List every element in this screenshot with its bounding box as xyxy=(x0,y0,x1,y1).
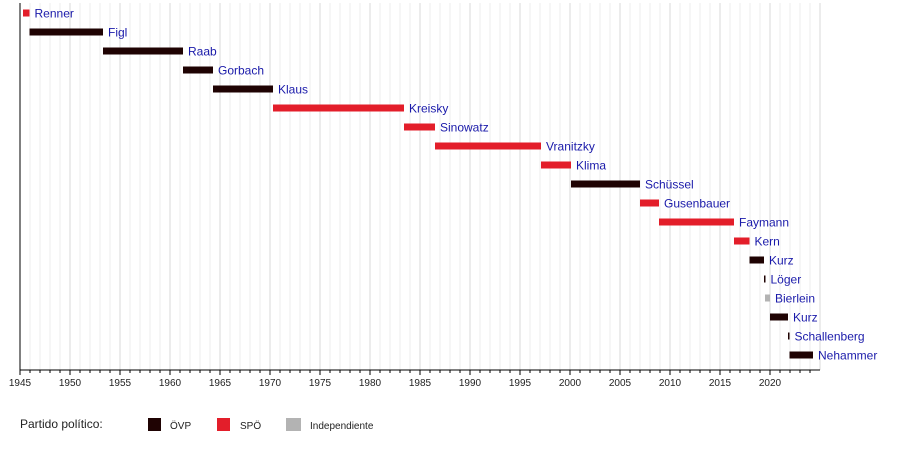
x-tick-label: 1990 xyxy=(459,378,482,389)
bar-label: Sinowatz xyxy=(440,121,489,135)
x-tick-label: 1995 xyxy=(509,378,532,389)
bar-bierlein xyxy=(765,294,770,302)
x-tick-label: 1955 xyxy=(109,378,132,389)
bar-kurz xyxy=(749,256,764,264)
bar-kern xyxy=(734,237,750,245)
x-tick-label: 2020 xyxy=(759,378,782,389)
bar-label: Kreisky xyxy=(409,102,448,116)
bar-label: Vranitzky xyxy=(546,140,595,154)
bar-klaus xyxy=(213,85,273,93)
legend-swatch-ovp xyxy=(148,418,161,431)
bar-label: Kurz xyxy=(793,311,818,325)
bar-nehammer xyxy=(789,351,813,359)
x-tick-label: 1975 xyxy=(309,378,332,389)
gridlines xyxy=(29,3,821,370)
x-axis: 1945 1950 1955 1960 1965 1970 1975 1980 1985 1990… xyxy=(9,3,820,389)
bar-gorbach xyxy=(183,66,213,74)
bar-kurz xyxy=(770,313,788,321)
legend-label-ovp: ÖVP xyxy=(170,420,191,432)
x-tick-label: 1945 xyxy=(9,378,32,389)
legend-swatch-spo xyxy=(217,418,230,431)
bar-label: Klaus xyxy=(278,83,308,97)
legend-label-spo: SPÖ xyxy=(240,420,261,432)
bar-sinowatz xyxy=(404,123,435,131)
x-tick-label: 2000 xyxy=(559,378,582,389)
bar-vranitzky xyxy=(435,142,541,150)
bar-label: Klima xyxy=(576,159,606,173)
bar-label: Raab xyxy=(188,45,217,59)
bar-label: Kurz xyxy=(769,254,794,268)
bar-faymann xyxy=(659,218,734,226)
bar-kreisky xyxy=(273,104,404,112)
bar-klima xyxy=(541,161,571,169)
bar-label: Bierlein xyxy=(775,292,815,306)
x-tick-label: 1965 xyxy=(209,378,232,389)
legend: Partido político: ÖVP SPÖ Independiente xyxy=(20,417,374,432)
bar-löger xyxy=(764,275,766,283)
x-tick-label: 2010 xyxy=(659,378,682,389)
bar-label: Faymann xyxy=(739,216,789,230)
x-tick-label: 1970 xyxy=(259,378,282,389)
bar-schallenberg xyxy=(788,332,790,340)
legend-label-independiente: Independiente xyxy=(310,421,374,432)
bar-label: Löger xyxy=(771,273,802,287)
bar-label: Gusenbauer xyxy=(664,197,730,211)
bar-label: Schallenberg xyxy=(795,330,865,344)
x-tick-label: 2015 xyxy=(709,378,732,389)
bar-label: Schüssel xyxy=(645,178,694,192)
bar-label: Kern xyxy=(755,235,780,249)
bar-label: Gorbach xyxy=(218,64,264,78)
x-tick-label: 1980 xyxy=(359,378,382,389)
legend-swatch-independiente xyxy=(286,418,301,431)
bar-renner xyxy=(23,9,30,17)
x-tick-label: 1950 xyxy=(59,378,82,389)
bar-gusenbauer xyxy=(640,199,659,207)
x-tick-label: 2005 xyxy=(609,378,632,389)
bar-label: Renner xyxy=(35,7,74,21)
bar-label: Nehammer xyxy=(818,349,877,363)
bar-figl xyxy=(29,28,103,36)
bar-raab xyxy=(103,47,183,55)
x-tick-label: 1985 xyxy=(409,378,432,389)
x-tick-label: 1960 xyxy=(159,378,182,389)
bar-label: Figl xyxy=(108,26,127,40)
legend-title: Partido político: xyxy=(20,417,103,431)
bar-schüssel xyxy=(571,180,640,188)
